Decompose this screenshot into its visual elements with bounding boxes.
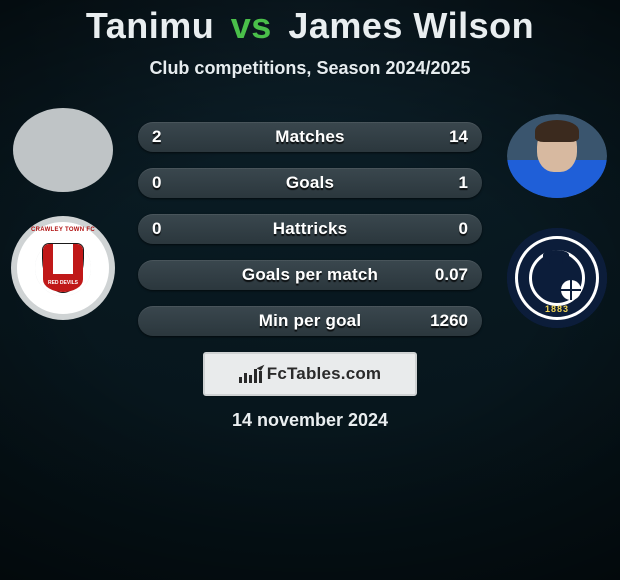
stat-right-value: 1 xyxy=(459,168,468,198)
subtitle: Club competitions, Season 2024/2025 xyxy=(0,58,620,79)
stat-row-goals: 0 Goals 1 xyxy=(138,168,482,198)
stat-label: Min per goal xyxy=(259,311,362,331)
stat-row-min-per-goal: Min per goal 1260 xyxy=(138,306,482,336)
club-badge-right: 1883 xyxy=(507,228,607,328)
right-column: 1883 xyxy=(502,114,612,328)
stat-label: Goals per match xyxy=(242,265,378,285)
stat-left-value: 2 xyxy=(152,122,161,152)
stat-right-value: 0.07 xyxy=(435,260,468,290)
crawley-top-text: CRAWLEY TOWN FC xyxy=(17,227,109,233)
stat-right-value: 14 xyxy=(449,122,468,152)
crawley-inner: RED DEVILS xyxy=(35,240,91,296)
watermark-chart-icon xyxy=(239,365,261,383)
date-text: 14 november 2024 xyxy=(0,410,620,431)
stat-label: Hattricks xyxy=(273,219,348,239)
watermark-text: FcTables.com xyxy=(267,364,382,384)
vs-separator: vs xyxy=(225,5,278,46)
crawley-shield-icon: RED DEVILS xyxy=(43,244,83,292)
player1-photo xyxy=(13,108,113,192)
player2-photo xyxy=(507,114,607,198)
infographic-container: Tanimu vs James Wilson Club competitions… xyxy=(0,0,620,580)
stat-left-value: 0 xyxy=(152,214,161,244)
player1-name: Tanimu xyxy=(86,5,214,46)
stat-left-value: 0 xyxy=(152,168,161,198)
stat-right-value: 1260 xyxy=(430,306,468,336)
stat-right-value: 0 xyxy=(459,214,468,244)
watermark-box: FcTables.com xyxy=(203,352,417,396)
stat-label: Matches xyxy=(275,127,344,147)
stat-row-goals-per-match: Goals per match 0.07 xyxy=(138,260,482,290)
left-column: CRAWLEY TOWN FC RED DEVILS xyxy=(8,108,118,314)
club-badge-left: CRAWLEY TOWN FC RED DEVILS xyxy=(17,222,109,314)
stat-bars: 2 Matches 14 0 Goals 1 0 Hattricks 0 Goa… xyxy=(138,122,482,336)
bristol-year: 1883 xyxy=(507,304,607,314)
bristol-pirate-icon xyxy=(539,252,579,298)
player2-name: James Wilson xyxy=(288,5,534,46)
stat-row-matches: 2 Matches 14 xyxy=(138,122,482,152)
page-title: Tanimu vs James Wilson xyxy=(0,0,620,44)
stat-row-hattricks: 0 Hattricks 0 xyxy=(138,214,482,244)
stat-label: Goals xyxy=(286,173,334,193)
crawley-bottom-text: RED DEVILS xyxy=(43,274,83,292)
